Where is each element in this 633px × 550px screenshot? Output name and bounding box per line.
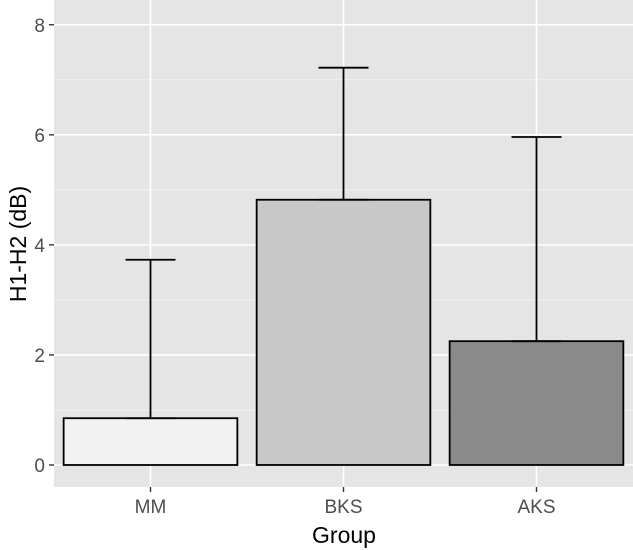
bar-bks (255, 198, 432, 466)
x-tick-label: MM (135, 497, 167, 518)
y-tick-label: 4 (34, 236, 45, 257)
y-tick-label: 0 (34, 456, 45, 477)
error-bar-aks (511, 136, 562, 343)
error-bar-bks (318, 66, 369, 201)
axes: 0 2 4 6 8 MM BKS AKS (34, 16, 555, 518)
y-tick-label: 6 (34, 126, 45, 147)
error-bars (125, 66, 562, 420)
y-tick-label: 2 (34, 346, 45, 367)
x-tick-label: AKS (517, 497, 555, 518)
bar-aks (448, 340, 625, 466)
x-tick-label: BKS (324, 497, 362, 518)
x-axis-title: Group (312, 522, 376, 548)
y-tick-label: 8 (34, 16, 45, 37)
bars (62, 198, 625, 466)
error-bar-mm (125, 258, 176, 420)
bar-mm (62, 417, 239, 466)
y-axis-title: H1-H2 (dB) (5, 186, 31, 302)
